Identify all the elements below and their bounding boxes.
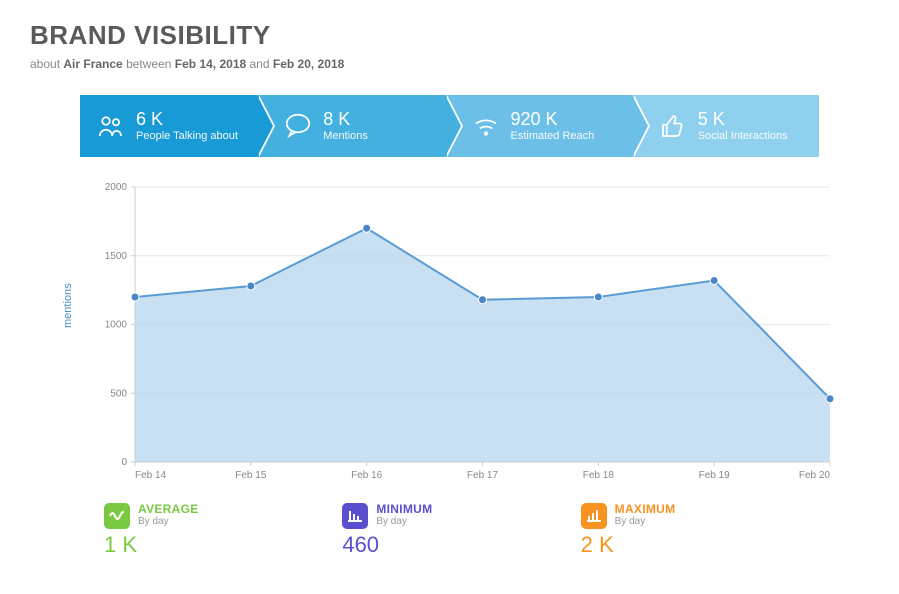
y-axis-label: mentions <box>62 283 74 328</box>
date-from: Feb 14, 2018 <box>175 57 246 71</box>
stat-average: AVERAGE By day 1 K <box>104 503 342 557</box>
wifi-icon <box>471 111 501 141</box>
stat-value: 460 <box>342 531 432 557</box>
svg-text:Feb 20: Feb 20 <box>799 470 831 481</box>
svg-text:500: 500 <box>110 388 127 399</box>
date-to: Feb 20, 2018 <box>273 57 344 71</box>
svg-text:Feb 15: Feb 15 <box>235 470 267 481</box>
metric-value: 5 K <box>698 110 788 130</box>
svg-text:Feb 17: Feb 17 <box>467 470 499 481</box>
subtitle-and: and <box>246 57 273 71</box>
stat-value: 2 K <box>581 531 676 557</box>
stat-value: 1 K <box>104 531 199 557</box>
brand-name: Air France <box>63 57 122 71</box>
page-title: BRAND VISIBILITY <box>30 20 869 51</box>
speech-icon <box>283 111 313 141</box>
mentions-chart: mentions 0500100015002000Feb 14Feb 15Feb… <box>80 177 819 487</box>
stat-sub: By day <box>376 516 432 527</box>
stat-sub: By day <box>138 516 199 527</box>
metric-value: 920 K <box>511 110 595 130</box>
svg-text:Feb 14: Feb 14 <box>135 470 167 481</box>
subtitle-between: between <box>123 57 175 71</box>
bars-up-icon <box>581 503 607 529</box>
svg-text:0: 0 <box>121 457 127 468</box>
svg-text:1500: 1500 <box>105 251 128 262</box>
metric-value: 6 K <box>136 110 238 130</box>
stat-name: MAXIMUM <box>615 503 676 516</box>
thumbs-up-icon <box>658 111 688 141</box>
stat-sub: By day <box>615 516 676 527</box>
people-icon <box>96 111 126 141</box>
metric-reach[interactable]: 920 K Estimated Reach <box>445 95 632 157</box>
stat-minimum: MINIMUM By day 460 <box>342 503 580 557</box>
stats-row: AVERAGE By day 1 K MINIMUM By day 460 MA… <box>104 503 819 557</box>
svg-text:Feb 19: Feb 19 <box>699 470 731 481</box>
chart-svg: 0 500 1000 1500 2000 Feb 14 Feb 15 Feb 16 Feb 17… <box>80 177 840 487</box>
subtitle-pre: about <box>30 57 63 71</box>
metric-label: Estimated Reach <box>511 130 595 142</box>
subtitle: about Air France between Feb 14, 2018 an… <box>30 57 869 71</box>
metric-label: People Talking about <box>136 130 238 142</box>
wave-icon <box>104 503 130 529</box>
stat-name: AVERAGE <box>138 503 199 516</box>
svg-text:2000: 2000 <box>105 182 128 193</box>
stat-maximum: MAXIMUM By day 2 K <box>581 503 819 557</box>
metric-social[interactable]: 5 K Social Interactions <box>632 95 819 157</box>
metric-mentions[interactable]: 8 K Mentions <box>257 95 444 157</box>
svg-text:1000: 1000 <box>105 320 128 331</box>
stat-name: MINIMUM <box>376 503 432 516</box>
metric-label: Social Interactions <box>698 130 788 142</box>
bars-down-icon <box>342 503 368 529</box>
metric-label: Mentions <box>323 130 368 142</box>
svg-text:Feb 16: Feb 16 <box>351 470 383 481</box>
metrics-row: 6 K People Talking about 8 K Mentions 92… <box>80 95 819 157</box>
metric-value: 8 K <box>323 110 368 130</box>
svg-text:Feb 18: Feb 18 <box>583 470 615 481</box>
metric-people-talking[interactable]: 6 K People Talking about <box>80 95 257 157</box>
